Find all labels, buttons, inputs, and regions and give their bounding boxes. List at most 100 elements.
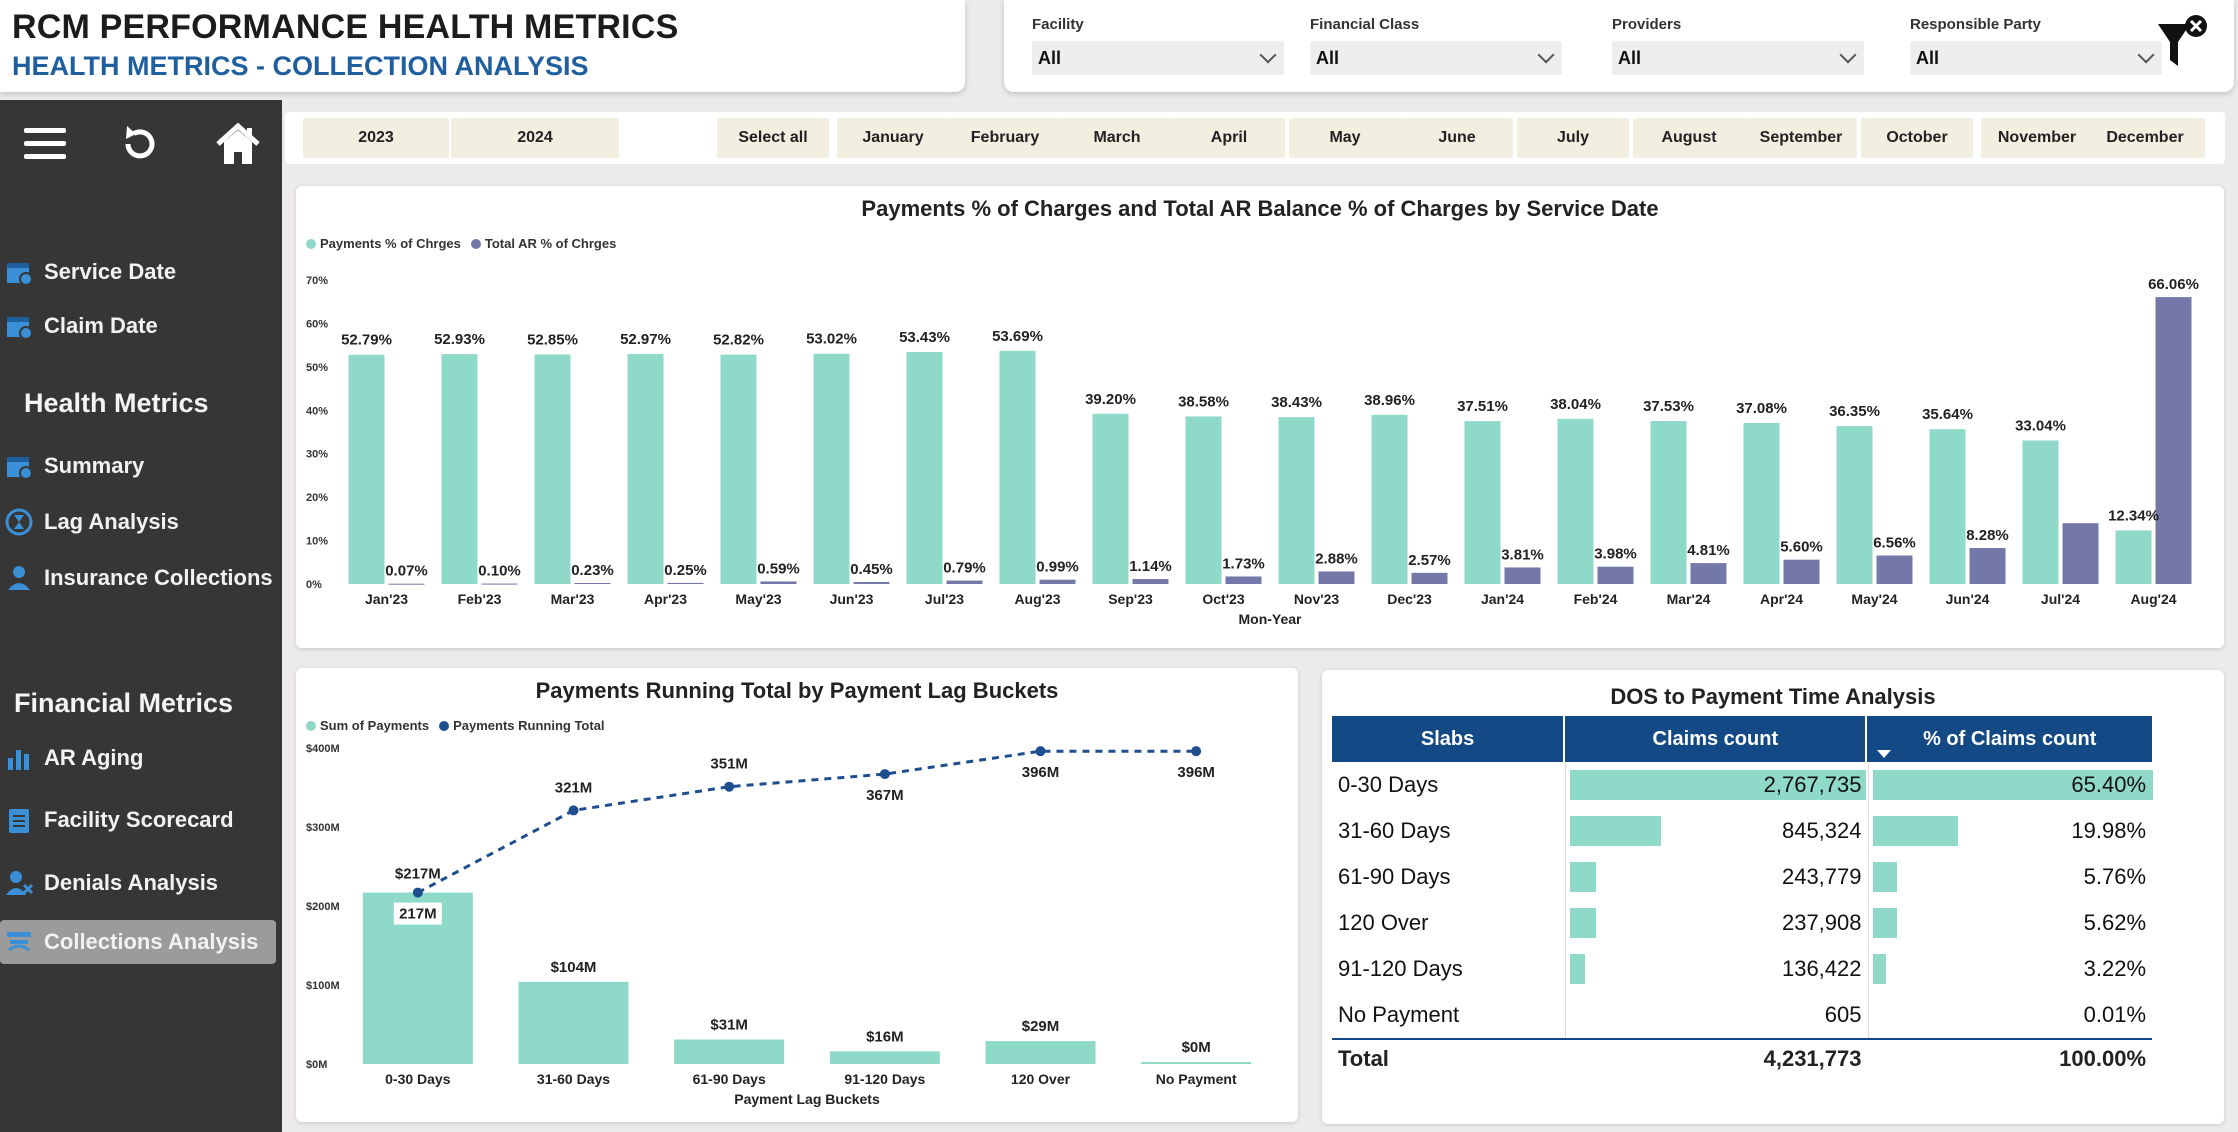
year-2023-button[interactable]: 2023	[303, 118, 449, 158]
user-money-icon	[4, 563, 34, 593]
ar-pct-bar[interactable]	[574, 583, 611, 585]
sidebar-item-summary[interactable]: Summary	[4, 446, 144, 486]
x-tick-label: Apr'24	[1760, 591, 1803, 607]
ar-pct-bar[interactable]	[1783, 559, 1820, 584]
ar-pct-bar[interactable]	[1411, 572, 1448, 584]
table-row[interactable]: No Payment 605 0.01%	[1332, 992, 2152, 1038]
payments-bar[interactable]	[518, 981, 629, 1064]
payments-pct-bar[interactable]	[627, 353, 664, 584]
ar-pct-bar[interactable]	[1876, 555, 1913, 584]
ar-pct-bar[interactable]	[946, 580, 983, 584]
ar-pct-bar[interactable]	[667, 582, 704, 584]
ar-pct-bar[interactable]	[1132, 579, 1169, 584]
month-button-february[interactable]: February	[949, 118, 1061, 158]
payments-pct-bar[interactable]	[2115, 530, 2152, 584]
month-button-november[interactable]: November	[1981, 118, 2093, 158]
month-button-april[interactable]: April	[1173, 118, 1285, 158]
table-row[interactable]: 0-30 Days 2,767,735 65.40%	[1332, 762, 2153, 808]
payments-pct-bar[interactable]	[1743, 422, 1780, 584]
ar-pct-bar[interactable]	[853, 582, 890, 584]
payments-pct-bar[interactable]	[1836, 426, 1873, 584]
payments-pct-bar[interactable]	[534, 354, 571, 584]
responsible-party-dropdown[interactable]: All	[1910, 41, 2162, 75]
payments-pct-bar[interactable]	[813, 353, 850, 584]
clear-filter-icon[interactable]	[2154, 12, 2210, 72]
running-total-point[interactable]	[724, 781, 735, 792]
column-header-slabs[interactable]: Slabs	[1332, 716, 1566, 762]
payments-pct-bar[interactable]	[348, 354, 385, 584]
financial-metrics-heading: Financial Metrics	[14, 688, 234, 718]
sidebar-item-lag-analysis[interactable]: Lag Analysis	[4, 502, 179, 542]
sidebar-item-ar-aging[interactable]: AR Aging	[4, 738, 143, 778]
running-total-point[interactable]	[879, 769, 890, 780]
payments-pct-bar[interactable]	[906, 351, 943, 584]
payments-pct-bar[interactable]	[441, 354, 478, 584]
month-button-select-all[interactable]: Select all	[717, 118, 829, 158]
month-button-july[interactable]: July	[1517, 118, 1629, 158]
ar-pct-bar[interactable]	[1690, 563, 1727, 584]
month-button-march[interactable]: March	[1061, 118, 1173, 158]
ar-pct-bar[interactable]	[760, 581, 797, 584]
table-row[interactable]: 61-90 Days 243,779 5.76%	[1332, 854, 2152, 900]
home-icon[interactable]	[214, 122, 262, 166]
payments-pct-bar[interactable]	[1371, 414, 1408, 584]
payments-pct-bar[interactable]	[999, 350, 1036, 584]
column-header-claims-count[interactable]: Claims count	[1565, 716, 1868, 762]
ar-pct-bar[interactable]	[388, 583, 425, 585]
table-row[interactable]: 91-120 Days 136,422 3.22%	[1332, 946, 2152, 992]
payments-pct-bar[interactable]	[2022, 440, 2059, 584]
running-total-point[interactable]	[1035, 746, 1046, 757]
month-button-august[interactable]: August	[1633, 118, 1745, 158]
claims-count-cell: 243,779	[1565, 854, 1867, 900]
ar-pct-bar[interactable]	[1039, 579, 1076, 584]
payments-bar[interactable]	[674, 1039, 785, 1064]
pct-claims-value: 19.98%	[2071, 818, 2147, 843]
payments-pct-bar[interactable]	[1557, 418, 1594, 584]
column-header-pct-claims[interactable]: % of Claims count	[1867, 716, 2152, 762]
ar-pct-bar[interactable]	[1597, 566, 1634, 584]
sidebar-item-collections-analysis[interactable]: Collections Analysis	[0, 920, 276, 964]
payments-bar[interactable]	[985, 1041, 1096, 1064]
payments-bar[interactable]	[1141, 1062, 1252, 1064]
ar-pct-bar[interactable]	[1969, 548, 2006, 584]
sidebar-item-insurance-collections[interactable]: Insurance Collections	[4, 558, 273, 598]
payments-pct-bar[interactable]	[1650, 421, 1687, 584]
ar-pct-bar[interactable]	[2062, 523, 2099, 584]
payments-pct-bar[interactable]	[1278, 417, 1315, 584]
month-button-may[interactable]: May	[1289, 118, 1401, 158]
payments-pct-bar[interactable]	[1929, 429, 1966, 584]
ar-pct-bar[interactable]	[481, 583, 518, 585]
total-count: 4,231,773	[1763, 1046, 1862, 1071]
facility-dropdown[interactable]: All	[1032, 41, 1284, 75]
refresh-icon[interactable]	[118, 122, 162, 166]
month-button-september[interactable]: September	[1745, 118, 1857, 158]
sidebar-item-facility-scorecard[interactable]: Facility Scorecard	[4, 800, 234, 840]
providers-dropdown[interactable]: All	[1612, 41, 1864, 75]
sidebar-item-denials-analysis[interactable]: Denials Analysis	[4, 863, 218, 903]
ar-pct-bar[interactable]	[1504, 567, 1541, 584]
ar-pct-bar[interactable]	[1225, 576, 1262, 584]
sidebar-item-service-date[interactable]: Service Date	[4, 252, 176, 292]
ar-pct-bar[interactable]	[2155, 297, 2192, 584]
month-button-october[interactable]: October	[1861, 118, 1973, 158]
month-button-december[interactable]: December	[2085, 118, 2205, 158]
payments-pct-bar[interactable]	[1092, 413, 1129, 584]
table-row[interactable]: 31-60 Days 845,324 19.98%	[1332, 808, 2152, 854]
running-total-point[interactable]	[568, 805, 579, 816]
payments-pct-label: 52.79%	[341, 332, 392, 349]
payments-pct-bar[interactable]	[720, 354, 757, 584]
payments-pct-bar[interactable]	[1464, 421, 1501, 584]
payments-bar[interactable]	[829, 1051, 940, 1064]
sidebar-item-claim-date[interactable]: Claim Date	[4, 306, 158, 346]
payments-pct-label: 36.35%	[1829, 403, 1880, 420]
running-total-point[interactable]	[1191, 746, 1202, 757]
month-button-january[interactable]: January	[837, 118, 949, 158]
year-2024-button[interactable]: 2024	[451, 118, 619, 158]
payments-pct-bar[interactable]	[1185, 416, 1222, 584]
ar-pct-bar[interactable]	[1318, 571, 1355, 584]
menu-icon[interactable]	[24, 128, 66, 162]
financial-class-dropdown[interactable]: All	[1310, 41, 1562, 75]
month-button-june[interactable]: June	[1401, 118, 1513, 158]
table-row[interactable]: 120 Over 237,908 5.62%	[1332, 900, 2152, 946]
running-total-point[interactable]	[412, 887, 423, 898]
